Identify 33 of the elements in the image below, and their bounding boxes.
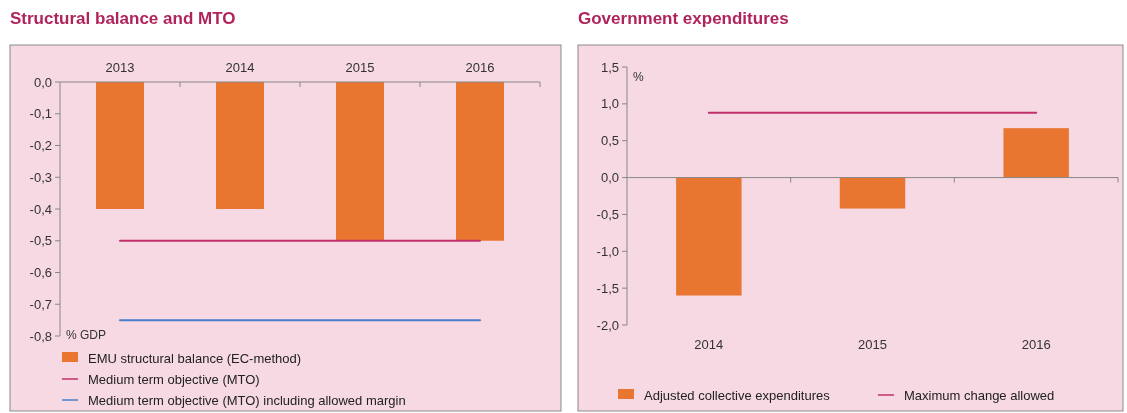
x-tick-label: 2016 [465,60,495,75]
y-tick-label: -0,3 [29,169,52,185]
y-tick-label: -0,8 [29,328,52,344]
y-tick-label: 0,0 [600,170,619,186]
y-tick-label: -0,6 [29,265,52,281]
x-tick-label: 2014 [694,337,724,352]
x-tick-label: 2013 [105,60,135,75]
y-tick-label: -1,0 [596,243,619,259]
x-tick-label: 2016 [1021,337,1051,352]
y-tick-label: -0,7 [29,296,52,312]
x-tick-label: 2015 [858,337,887,352]
y-tick-label: 1,5 [600,59,619,75]
y-tick-label: -0,4 [29,201,52,217]
legend-label: EMU structural balance (EC-method) [88,350,302,366]
y-tick-label: -0,5 [596,206,619,222]
y-tick-label: -0,1 [29,106,52,122]
y-axis-title: % GDP [66,328,107,342]
y-axis-title: % [633,70,644,84]
y-tick-label: 0,0 [33,74,52,90]
y-tick-label: -2,0 [596,317,619,333]
chart-title: Structural balance and MTO [10,9,236,28]
x-tick-label: 2014 [225,60,255,75]
y-tick-label: 1,0 [600,96,619,112]
chart-title: Government expenditures [578,9,789,28]
legend-label: Medium term objective (MTO) [88,371,260,387]
legend-label: Medium term objective (MTO) including allowed margin [88,392,406,408]
y-tick-label: -1,5 [596,280,619,296]
y-tick-label: 0,5 [600,133,619,149]
legend-label: Adjusted collective expenditures [644,387,831,403]
x-tick-label: 2015 [345,60,375,75]
legend-label: Maximum change allowed [904,387,1055,403]
y-tick-label: -0,2 [29,138,52,154]
y-tick-label: -0,5 [29,233,52,249]
